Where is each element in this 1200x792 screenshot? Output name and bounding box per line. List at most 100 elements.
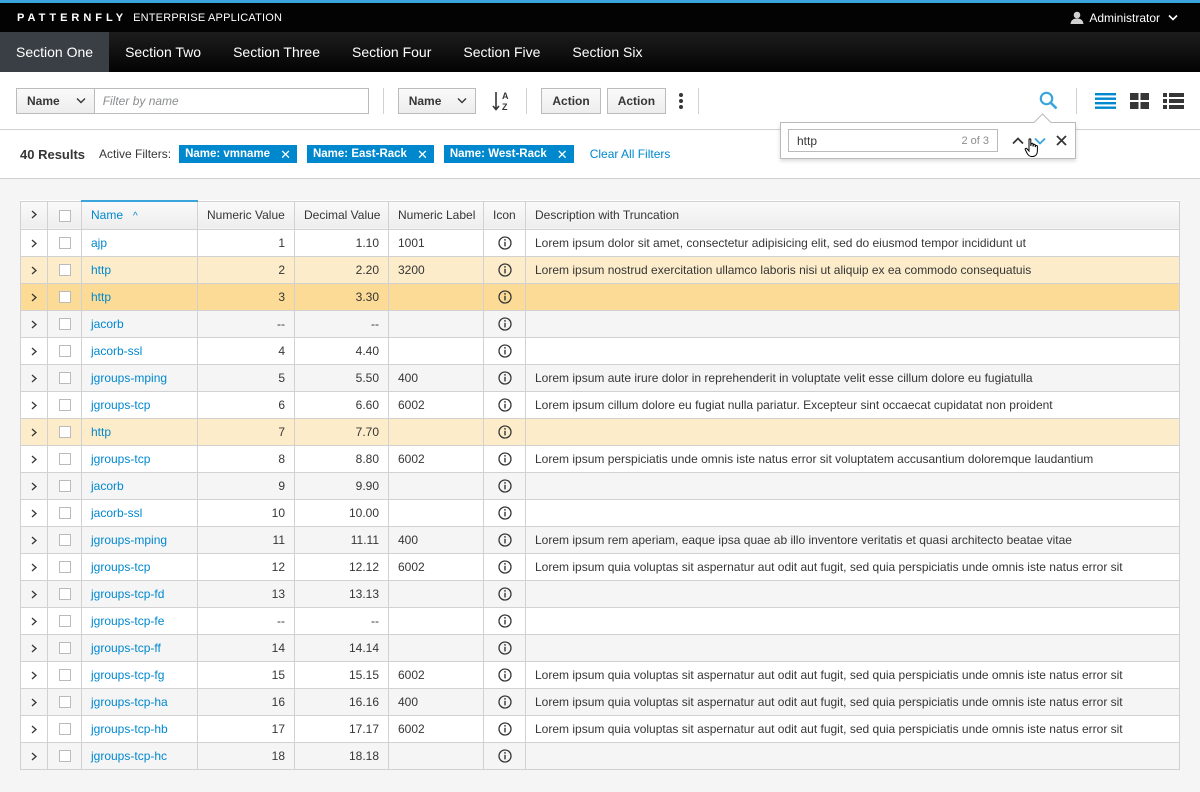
filter-input[interactable]: Filter by name xyxy=(94,87,369,114)
card-view-icon[interactable] xyxy=(1130,92,1149,109)
row-expand-toggle[interactable] xyxy=(20,687,48,716)
table-row[interactable]: jgroups-tcp-hc 18 18.18 xyxy=(20,741,1180,770)
nav-section-two[interactable]: Section Two xyxy=(125,44,202,60)
name-link[interactable]: http xyxy=(91,262,112,277)
row-expand-toggle[interactable] xyxy=(20,525,48,554)
name-link[interactable]: jacorb xyxy=(91,316,124,331)
table-row[interactable]: jgroups-mping 5 5.50 400 Lorem ipsum aute ir… xyxy=(20,363,1180,392)
table-row[interactable]: jgroups-tcp-ff 14 14.14 xyxy=(20,633,1180,662)
row-expand-toggle[interactable] xyxy=(20,282,48,311)
table-row[interactable]: jgroups-tcp 6 6.60 6002 Lorem ipsum cillum d… xyxy=(20,390,1180,419)
row-expand-toggle[interactable] xyxy=(20,579,48,608)
name-link[interactable]: jgroups-tcp-fd xyxy=(91,586,165,601)
row-checkbox[interactable] xyxy=(58,669,71,682)
row-expand-toggle[interactable] xyxy=(20,444,48,473)
row-expand-toggle[interactable] xyxy=(20,471,48,500)
row-expand-toggle[interactable] xyxy=(20,363,48,392)
column-header-numeric-value[interactable]: Numeric Value xyxy=(197,200,295,230)
name-link[interactable]: jgroups-tcp-ha xyxy=(91,694,168,709)
search-icon[interactable] xyxy=(1039,91,1058,110)
nav-section-four[interactable]: Section Four xyxy=(351,44,432,60)
row-checkbox[interactable] xyxy=(58,426,71,439)
brand-logo[interactable]: PATTERNFLY ENTERPRISE APPLICATION xyxy=(17,12,282,24)
row-checkbox[interactable] xyxy=(58,264,71,277)
row-checkbox[interactable] xyxy=(58,588,71,601)
row-checkbox[interactable] xyxy=(58,615,71,628)
name-link[interactable]: http xyxy=(91,289,112,304)
name-link[interactable]: jgroups-mping xyxy=(91,532,168,547)
row-checkbox[interactable] xyxy=(58,372,71,385)
name-link[interactable]: jacorb xyxy=(91,478,124,493)
column-header-numeric-label[interactable]: Numeric Label xyxy=(388,200,484,230)
row-checkbox[interactable] xyxy=(58,399,71,412)
table-view-icon[interactable] xyxy=(1095,92,1116,109)
row-checkbox[interactable] xyxy=(58,237,71,250)
user-menu[interactable]: Administrator xyxy=(1070,11,1183,25)
name-link[interactable]: jacorb-ssl xyxy=(91,343,143,358)
action-button-2[interactable]: Action xyxy=(606,87,667,114)
row-checkbox[interactable] xyxy=(58,345,71,358)
filter-field-select[interactable]: Name xyxy=(16,87,95,114)
name-link[interactable]: jgroups-tcp-hb xyxy=(91,721,168,736)
column-header-description[interactable]: Description with Truncation xyxy=(525,200,1180,230)
table-row[interactable]: jgroups-tcp-fg 15 15.15 6002 Lorem ipsum qui… xyxy=(20,660,1180,689)
row-checkbox[interactable] xyxy=(58,750,71,763)
nav-section-three[interactable]: Section Three xyxy=(233,44,320,60)
row-expand-toggle[interactable] xyxy=(20,714,48,743)
name-link[interactable]: ajp xyxy=(91,235,108,250)
row-checkbox[interactable] xyxy=(58,642,71,655)
row-checkbox[interactable] xyxy=(58,318,71,331)
find-next-button[interactable] xyxy=(1034,137,1046,145)
find-close-button[interactable] xyxy=(1056,135,1067,146)
find-input[interactable]: http 2 of 3 xyxy=(788,129,998,152)
row-checkbox[interactable] xyxy=(58,453,71,466)
sort-field-select[interactable]: Name xyxy=(397,87,477,114)
nav-section-six[interactable]: Section Six xyxy=(572,44,643,60)
row-checkbox[interactable] xyxy=(58,507,71,520)
nav-section-five[interactable]: Section Five xyxy=(463,44,541,60)
column-header-name[interactable]: Name ^ xyxy=(81,200,198,230)
name-link[interactable]: jgroups-tcp-hc xyxy=(91,748,168,763)
row-checkbox[interactable] xyxy=(58,561,71,574)
table-row[interactable]: jgroups-tcp-fe -- -- xyxy=(20,606,1180,635)
row-checkbox[interactable] xyxy=(58,696,71,709)
row-expand-toggle[interactable] xyxy=(20,552,48,581)
clear-all-filters-link[interactable]: Clear All Filters xyxy=(589,147,671,161)
row-expand-toggle[interactable] xyxy=(20,741,48,770)
remove-filter-icon[interactable]: ✕ xyxy=(280,146,291,162)
table-row[interactable]: jacorb-ssl 10 10.00 xyxy=(20,498,1180,527)
action-button-1[interactable]: Action xyxy=(541,87,601,114)
table-row[interactable]: jgroups-tcp-ha 16 16.16 400 Lorem ipsum quia… xyxy=(20,687,1180,716)
name-link[interactable]: jgroups-tcp xyxy=(91,559,151,574)
row-expand-toggle[interactable] xyxy=(20,228,48,257)
table-row[interactable]: jacorb-ssl 4 4.40 xyxy=(20,336,1180,365)
table-row[interactable]: jacorb 9 9.90 xyxy=(20,471,1180,500)
row-expand-toggle[interactable] xyxy=(20,309,48,338)
table-row[interactable]: jgroups-mping 11 11.11 400 Lorem ipsum rem a… xyxy=(20,525,1180,554)
row-checkbox[interactable] xyxy=(58,480,71,493)
row-expand-toggle[interactable] xyxy=(20,498,48,527)
row-expand-toggle[interactable] xyxy=(20,660,48,689)
column-header-decimal-value[interactable]: Decimal Value xyxy=(294,200,389,230)
remove-filter-icon[interactable]: ✕ xyxy=(416,146,428,162)
row-expand-toggle[interactable] xyxy=(20,633,48,662)
find-previous-button[interactable] xyxy=(1012,136,1024,145)
name-link[interactable]: jgroups-tcp-fe xyxy=(91,613,165,628)
name-link[interactable]: jgroups-mping xyxy=(91,370,168,385)
row-expand-toggle[interactable] xyxy=(20,336,48,365)
table-row[interactable]: jgroups-tcp-fd 13 13.13 xyxy=(20,579,1180,608)
row-expand-toggle[interactable] xyxy=(20,606,48,635)
row-checkbox[interactable] xyxy=(58,534,71,547)
table-row[interactable]: jgroups-tcp 8 8.80 6002 Lorem ipsum perspici… xyxy=(20,444,1180,473)
name-link[interactable]: jgroups-tcp xyxy=(91,397,151,412)
row-expand-toggle[interactable] xyxy=(20,390,48,419)
name-link[interactable]: jgroups-tcp-fg xyxy=(91,667,165,682)
table-row[interactable]: http 2 2.20 3200 Lorem ipsum nostrud exercit… xyxy=(20,255,1180,284)
remove-filter-icon[interactable]: ✕ xyxy=(556,146,568,162)
nav-section-one[interactable]: Section One xyxy=(0,32,110,72)
name-link[interactable]: jgroups-tcp xyxy=(91,451,151,466)
list-view-icon[interactable] xyxy=(1163,92,1184,109)
expand-all-header[interactable] xyxy=(20,200,48,230)
select-all-checkbox[interactable] xyxy=(58,209,71,222)
table-row[interactable]: http 3 3.30 xyxy=(20,282,1180,311)
